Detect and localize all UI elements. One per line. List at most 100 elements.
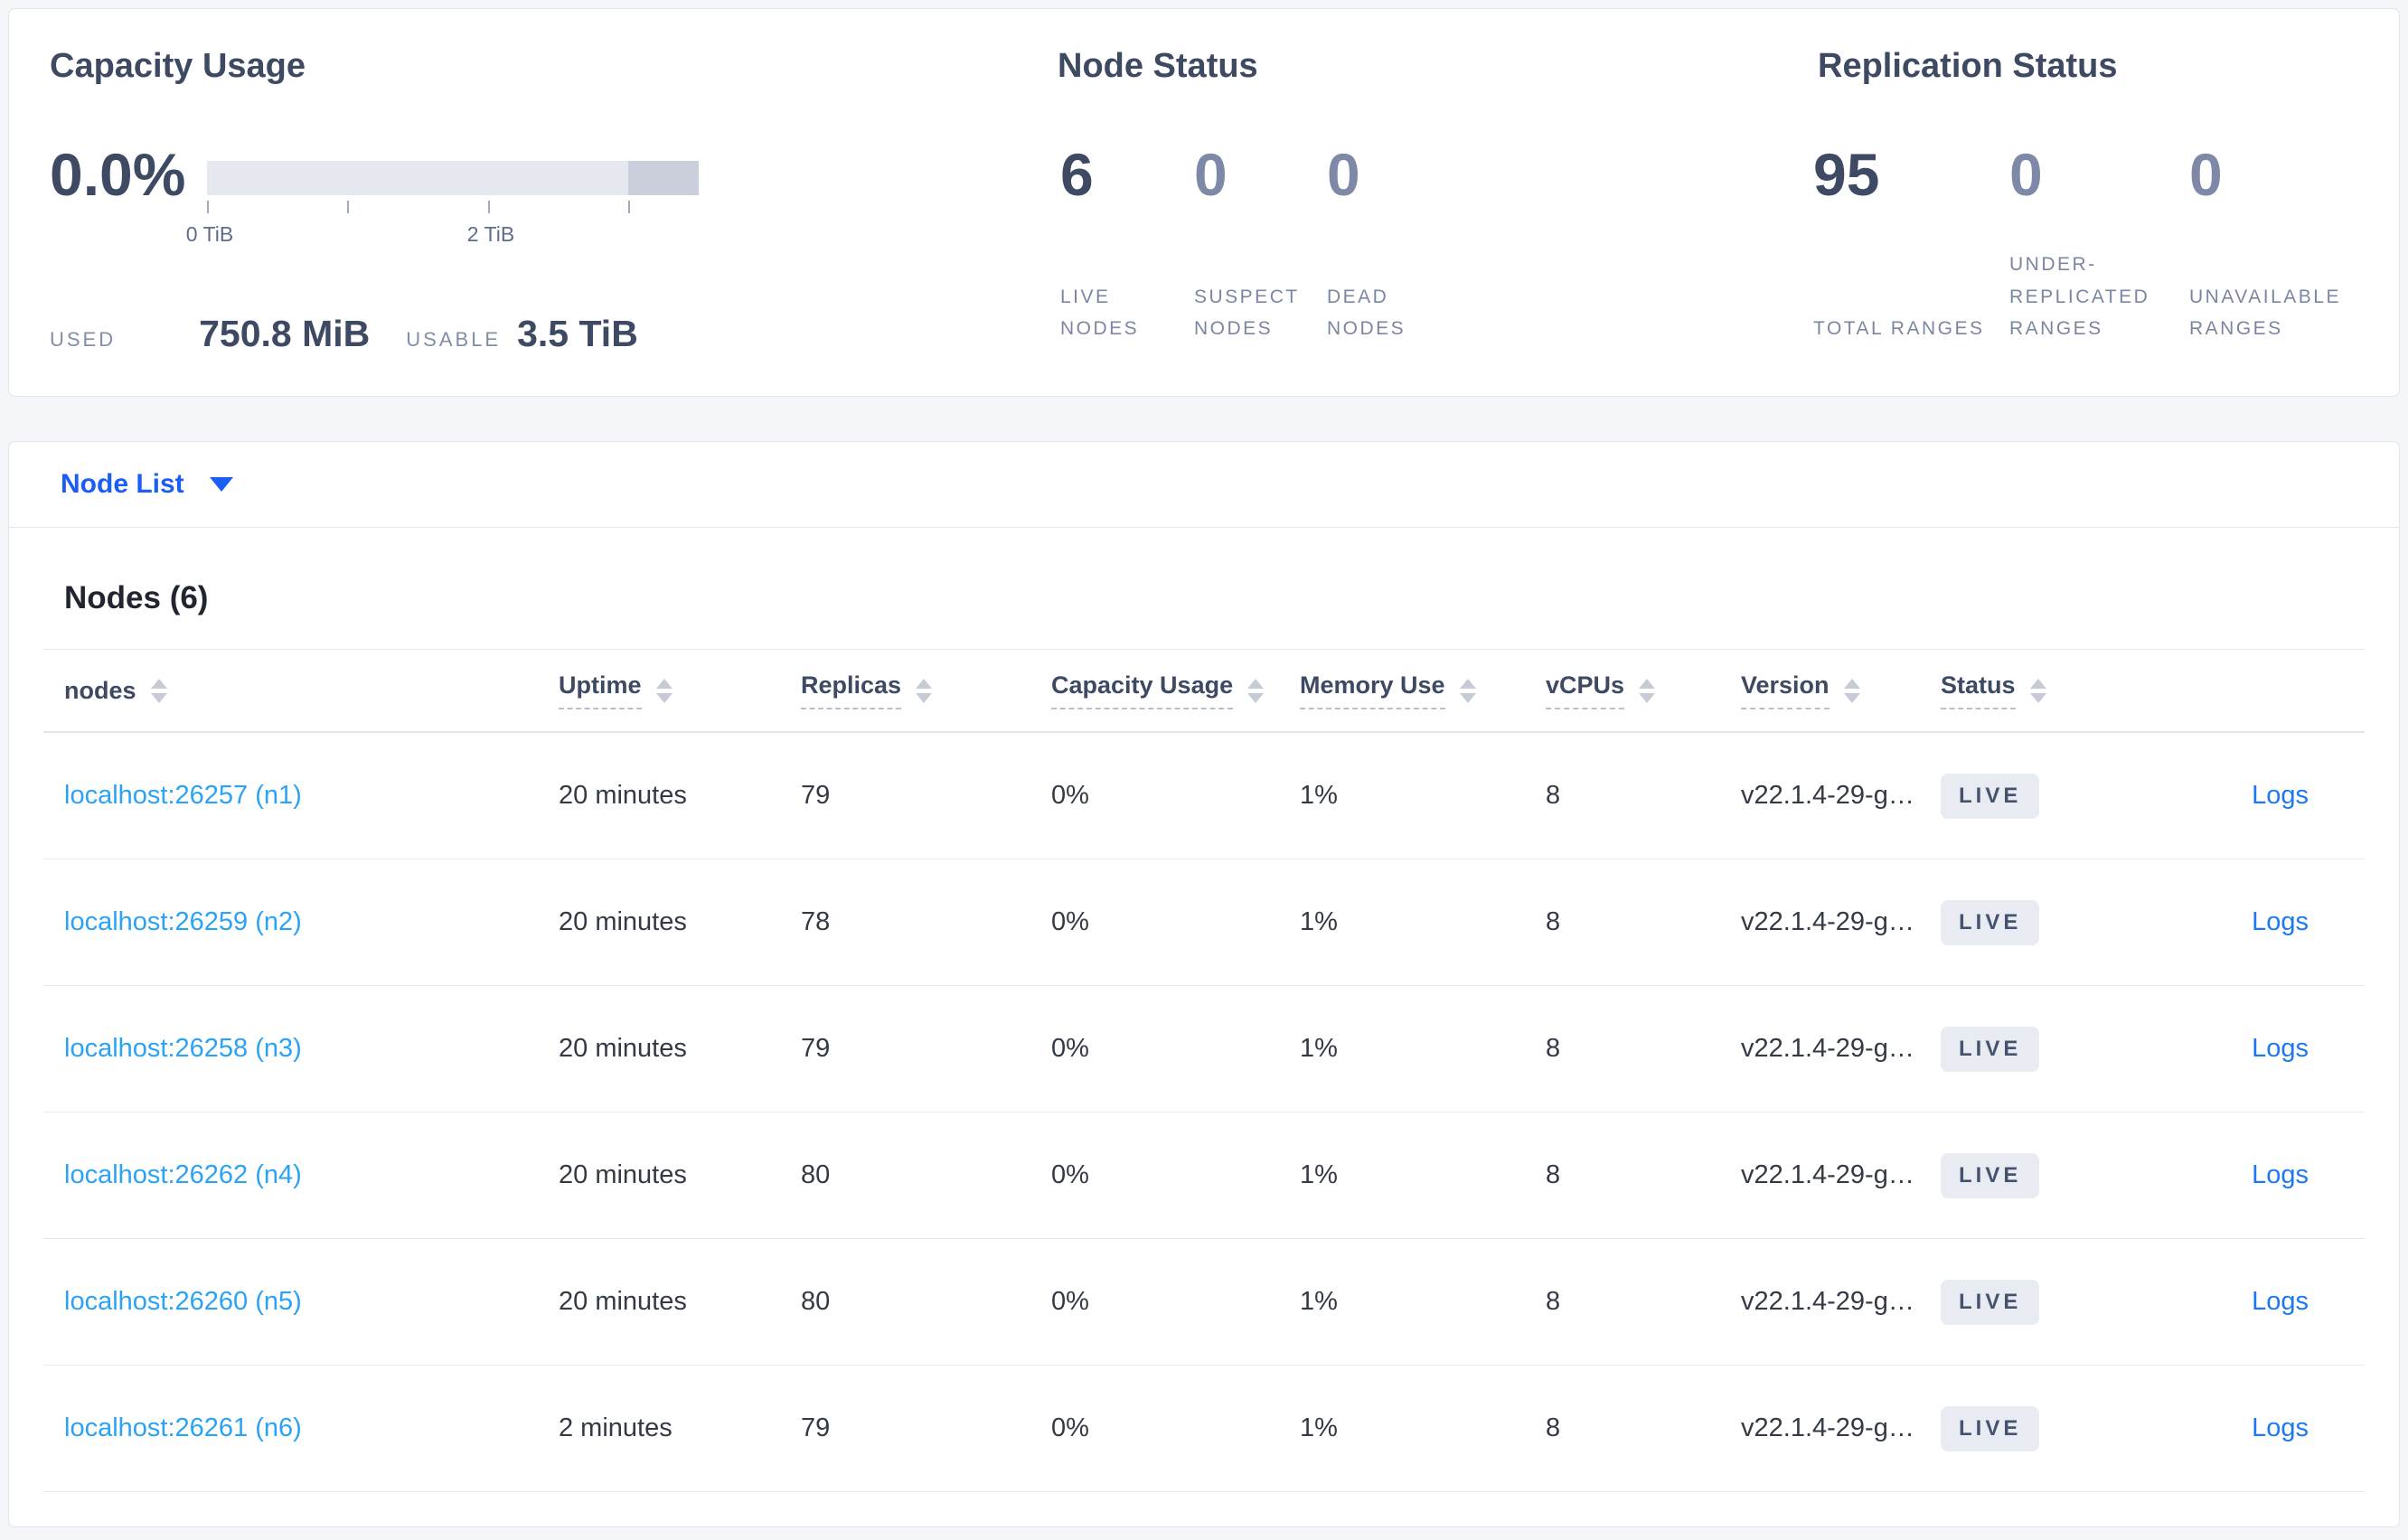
column-header-label: Uptime	[559, 671, 642, 709]
replicas-cell: 79	[801, 781, 831, 810]
table-row: localhost:26257 (n1) 20 minutes 79 0% 1%…	[43, 733, 2365, 859]
under-replicated-ranges-count: 0	[2009, 141, 2043, 208]
capacity-cell: 0%	[1051, 907, 1089, 936]
version-cell: v22.1.4-29-g…	[1741, 907, 1914, 936]
column-header-replicas[interactable]: Replicas	[801, 671, 1051, 709]
vcpus-cell: 8	[1546, 1413, 1561, 1442]
status-badge: LIVE	[1941, 1279, 2040, 1325]
axis-tick	[347, 201, 349, 213]
memory-cell: 1%	[1300, 1160, 1338, 1189]
nodes-count-heading: Nodes (6)	[64, 580, 209, 615]
column-header-version[interactable]: Version	[1741, 671, 1941, 709]
logs-link[interactable]: Logs	[2252, 1034, 2309, 1063]
node-link[interactable]: localhost:26258 (n3)	[64, 1034, 302, 1063]
under-replicated-ranges-label: UNDER-REPLICATED RANGES	[2009, 253, 2150, 340]
total-ranges-label: TOTAL RANGES	[1813, 318, 1985, 340]
table-row: localhost:26261 (n6) 2 minutes 79 0% 1% …	[43, 1366, 2365, 1492]
capacity-cell: 0%	[1051, 1287, 1089, 1316]
sort-icon	[2029, 678, 2046, 703]
column-header-vcpus[interactable]: vCPUs	[1546, 671, 1741, 709]
logs-link[interactable]: Logs	[2252, 907, 2309, 936]
used-label: USED	[50, 328, 117, 351]
suspect-nodes-stat: 0 SUSPECT NODES	[1194, 9, 1328, 396]
column-header-label: Capacity Usage	[1051, 671, 1234, 709]
replicas-cell: 80	[801, 1287, 831, 1316]
sort-icon	[1247, 678, 1265, 703]
memory-cell: 1%	[1300, 781, 1338, 810]
axis-tick	[488, 201, 490, 213]
chevron-down-icon	[209, 477, 233, 492]
capacity-usage-bar	[207, 161, 699, 195]
node-list-dropdown-label: Node List	[61, 469, 184, 499]
column-header-label: Memory Use	[1300, 671, 1445, 709]
column-header-label: Status	[1941, 671, 2016, 709]
table-row: localhost:26262 (n4) 20 minutes 80 0% 1%…	[43, 1113, 2365, 1239]
column-header-uptime[interactable]: Uptime	[559, 671, 801, 709]
live-nodes-stat: 6 LIVE NODES	[1060, 9, 1194, 396]
capacity-cell: 0%	[1051, 1160, 1089, 1189]
column-header-memory-use[interactable]: Memory Use	[1300, 671, 1546, 709]
axis-tick-label: 2 TiB	[466, 222, 515, 246]
sort-icon	[1639, 678, 1656, 703]
axis-tick-label: 0 TiB	[185, 222, 234, 246]
logs-link[interactable]: Logs	[2252, 781, 2309, 810]
logs-link[interactable]: Logs	[2252, 1287, 2309, 1316]
replicas-cell: 78	[801, 907, 831, 936]
status-badge: LIVE	[1941, 1405, 2040, 1451]
suspect-nodes-count: 0	[1194, 141, 1228, 208]
replicas-cell: 79	[801, 1413, 831, 1442]
vcpus-cell: 8	[1546, 1160, 1561, 1189]
table-row: localhost:26258 (n3) 20 minutes 79 0% 1%…	[43, 986, 2365, 1113]
column-header-capacity-usage[interactable]: Capacity Usage	[1051, 671, 1300, 709]
memory-cell: 1%	[1300, 907, 1338, 936]
vcpus-cell: 8	[1546, 907, 1561, 936]
unavailable-ranges-label: UNAVAILABLE RANGES	[2189, 286, 2341, 340]
total-ranges-stat: 95 TOTAL RANGES	[1813, 9, 1989, 396]
node-list-card: Node List Nodes (6) nodes Uptime Replica…	[8, 441, 2400, 1527]
column-header-label: Replicas	[801, 671, 902, 709]
version-cell: v22.1.4-29-g…	[1741, 1034, 1914, 1063]
node-link[interactable]: localhost:26257 (n1)	[64, 781, 302, 810]
dead-nodes-label: DEAD NODES	[1327, 286, 1406, 340]
version-cell: v22.1.4-29-g…	[1741, 781, 1914, 810]
unavailable-ranges-stat: 0 UNAVAILABLE RANGES	[2189, 9, 2366, 396]
node-list-dropdown[interactable]: Node List	[61, 469, 233, 500]
uptime-cell: 20 minutes	[559, 1287, 687, 1316]
sort-icon	[1459, 678, 1476, 703]
column-header-label: Version	[1741, 671, 1830, 709]
axis-tick	[628, 201, 630, 213]
suspect-nodes-label: SUSPECT NODES	[1194, 286, 1300, 340]
dead-nodes-stat: 0 DEAD NODES	[1327, 9, 1461, 396]
node-link[interactable]: localhost:26261 (n6)	[64, 1413, 302, 1442]
sort-icon	[1843, 678, 1860, 703]
logs-link[interactable]: Logs	[2252, 1160, 2309, 1189]
sort-icon	[916, 678, 933, 703]
uptime-cell: 20 minutes	[559, 907, 687, 936]
version-cell: v22.1.4-29-g…	[1741, 1287, 1914, 1316]
capacity-cell: 0%	[1051, 1413, 1089, 1442]
node-link[interactable]: localhost:26260 (n5)	[64, 1287, 302, 1316]
replicas-cell: 80	[801, 1160, 831, 1189]
column-header-label: nodes	[64, 676, 136, 704]
column-header-status[interactable]: Status	[1941, 671, 2158, 709]
node-link[interactable]: localhost:26262 (n4)	[64, 1160, 302, 1189]
column-header-nodes[interactable]: nodes	[64, 677, 559, 705]
vcpus-cell: 8	[1546, 781, 1561, 810]
capacity-cell: 0%	[1051, 781, 1089, 810]
node-link[interactable]: localhost:26259 (n2)	[64, 907, 302, 936]
sort-icon	[655, 678, 673, 703]
column-header-label: vCPUs	[1546, 671, 1625, 709]
usable-label: USABLE	[406, 328, 502, 351]
node-list-bar: Node List	[9, 442, 2399, 528]
status-badge: LIVE	[1941, 1026, 2040, 1072]
logs-link[interactable]: Logs	[2252, 1413, 2309, 1442]
uptime-cell: 20 minutes	[559, 1034, 687, 1063]
node-status-title: Node Status	[1058, 47, 1258, 85]
sort-icon	[150, 678, 167, 703]
status-badge: LIVE	[1941, 1152, 2040, 1198]
memory-cell: 1%	[1300, 1413, 1338, 1442]
uptime-cell: 20 minutes	[559, 781, 687, 810]
uptime-cell: 2 minutes	[559, 1413, 673, 1442]
replicas-cell: 79	[801, 1034, 831, 1063]
